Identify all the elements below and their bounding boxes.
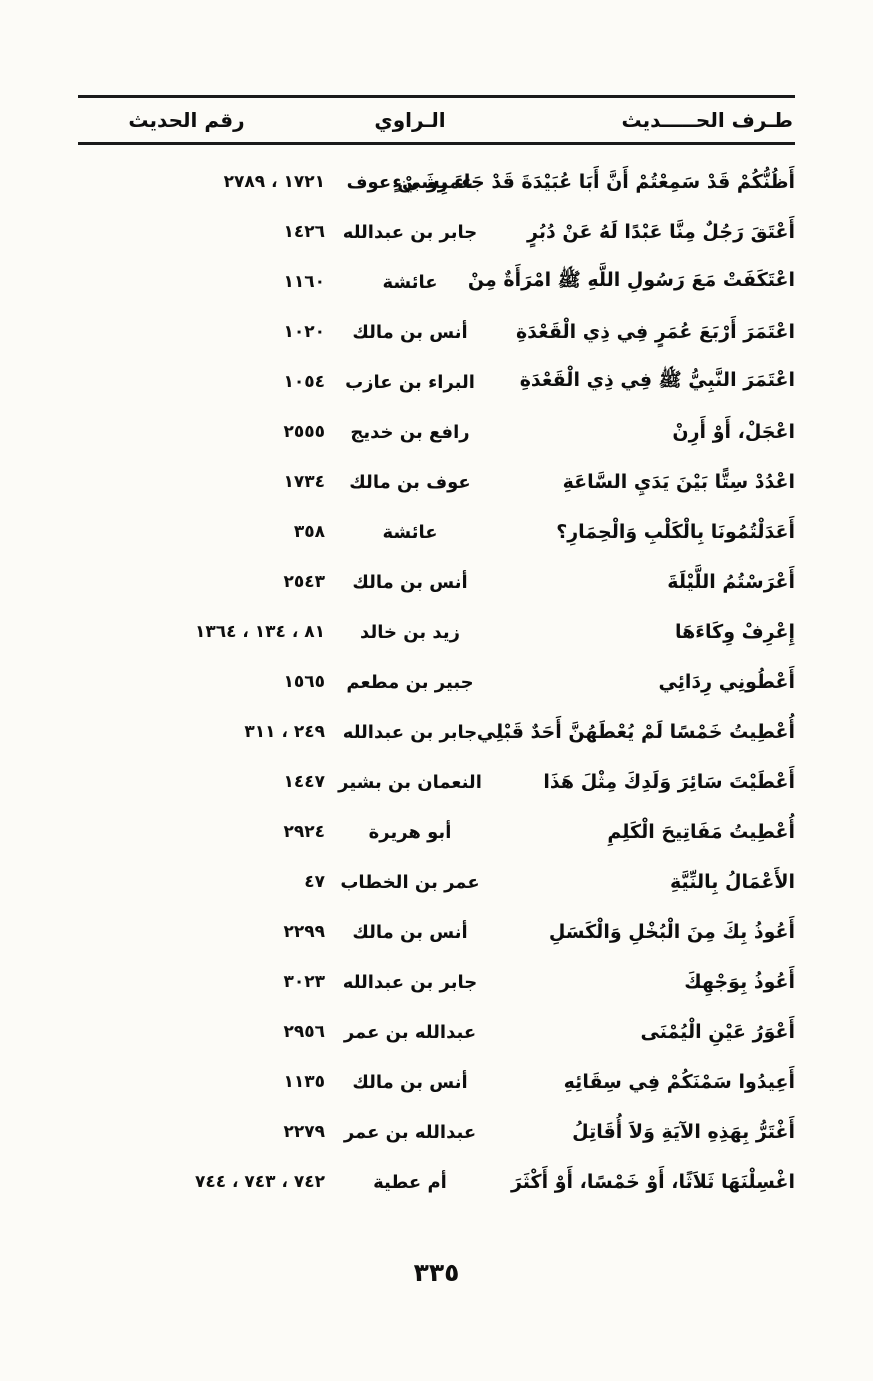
table-row: إِعْرِفْ وِكَاءَهَا زيد بن خالد ٨١ ، ١٣٤… [78, 607, 795, 657]
hadith-text: اعْتَمَرَ أَرْبَعَ عُمَرٍ فِي ذِي الْقَع… [515, 321, 795, 343]
hadith-text: اغْسِلْنَهَا ثَلاَثًا، أَوْ خَمْسًا، أَو… [510, 1171, 795, 1193]
hadith-text: أَعْتَقَ رَجُلٌ مِنَّا عَبْدًا لَهُ عَنْ… [527, 221, 795, 243]
hadith-text: الأَعْمَالُ بِالنِّيَّةِ [669, 871, 795, 893]
table-row: اعْتَمَرَ النَّبِيُّ ﷺ فِي ذِي الْقَعْدَ… [78, 357, 795, 407]
table-row: اعْتَمَرَ أَرْبَعَ عُمَرٍ فِي ذِي الْقَع… [78, 307, 795, 357]
narrator-name: جابر بن عبدالله [342, 221, 478, 243]
hadith-number: ١٠٢٠ [283, 322, 325, 342]
narrator-name: عائشة [382, 521, 438, 543]
hadith-text: أَعْطَيْتَ سَائِرَ وَلَدِكَ مِثْلَ هَذَا [543, 771, 795, 793]
table-row: أَعْرَسْتُمُ اللَّيْلَةَ أنس بن مالك ٢٥٤… [78, 557, 795, 607]
hadith-number: ١٥٦٥ [283, 672, 325, 692]
hadith-number: ٢٤٩ ، ٣١١ [244, 722, 325, 742]
table-row: أَعُوذُ بِكَ مِنَ الْبُخْلِ وَالْكَسَلِ … [78, 907, 795, 957]
hadith-index-table: طـرف الحـــــديث الـراوي رقم الحديث أَظُ… [78, 95, 795, 1207]
table-row: أَعْتَقَ رَجُلٌ مِنَّا عَبْدًا لَهُ عَنْ… [78, 207, 795, 257]
narrator-name: عبدالله بن عمر [343, 1021, 477, 1043]
hadith-text: اعْتَمَرَ النَّبِيُّ ﷺ فِي ذِي الْقَعْدَ… [519, 369, 795, 391]
table-row: أَعَدَلْتُمُونَا بِالْكَلْبِ وَالْحِمَار… [78, 507, 795, 557]
table-row: اعْجَلْ، أَوْ أَرِنْ رافع بن خديج ٢٥٥٥ [78, 407, 795, 457]
hadith-number: ٧٤٢ ، ٧٤٣ ، ٧٤٤ [194, 1172, 325, 1192]
hadith-number: ١٧٣٤ [283, 472, 325, 492]
hadith-number: ٢٩٢٤ [283, 822, 325, 842]
hadith-number: ٢٥٥٥ [283, 422, 325, 442]
narrator-name: أنس بن مالك [352, 1071, 468, 1093]
table-row: أَعْوَرُ عَيْنِ الْيُمْنَى عبدالله بن عم… [78, 1007, 795, 1057]
hadith-text: اعْجَلْ، أَوْ أَرِنْ [672, 421, 795, 443]
hadith-number: ١١٦٠ [283, 272, 325, 292]
hadith-number: ١٤٤٧ [283, 772, 325, 792]
hadith-number: ٣٠٢٣ [283, 972, 325, 992]
narrator-name: جابر بن عبدالله [342, 721, 478, 743]
hadith-number: ١١٣٥ [283, 1072, 325, 1092]
table-row: أَعِيدُوا سَمْنَكُمْ فِي سِقَائِهِ أنس ب… [78, 1057, 795, 1107]
narrator-name: أنس بن مالك [352, 921, 468, 943]
narrator-name: البراء بن عازب [345, 371, 475, 393]
narrator-name: النعمان بن بشير [338, 771, 482, 793]
narrator-name: أم عطية [373, 1171, 447, 1193]
narrator-name: عمرو بن عوف [346, 171, 474, 193]
hadith-number: ٣٥٨ [293, 522, 325, 542]
narrator-name: عبدالله بن عمر [343, 1121, 477, 1143]
narrator-name: رافع بن خديج [350, 421, 470, 443]
index-table-body: أَظُنُّكُمْ قَدْ سَمِعْتُمْ أَنَّ أَبَا … [78, 144, 795, 1208]
hadith-number: ٢٩٥٦ [283, 1022, 325, 1042]
hadith-number: ٢٢٧٩ [283, 1122, 325, 1142]
table-row: أَعُوذُ بِوَجْهِكَ جابر بن عبدالله ٣٠٢٣ [78, 957, 795, 1007]
hadith-number: ٢٢٩٩ [283, 922, 325, 942]
table-row: أُعْطِيتُ مَفَاتِيحَ الْكَلِمِ أبو هريرة… [78, 807, 795, 857]
table-row: أَعْطَيْتَ سَائِرَ وَلَدِكَ مِثْلَ هَذَا… [78, 757, 795, 807]
narrator-name: أبو هريرة [368, 821, 452, 843]
hadith-text: أَعَدَلْتُمُونَا بِالْكَلْبِ وَالْحِمَار… [556, 521, 795, 543]
narrator-name: عائشة [382, 271, 438, 293]
table-row: أَظُنُّكُمْ قَدْ سَمِعْتُمْ أَنَّ أَبَا … [78, 157, 795, 207]
column-header-hadith-number: رقم الحديث [78, 95, 325, 145]
hadith-text: أَعْرَسْتُمُ اللَّيْلَةَ [667, 571, 795, 593]
hadith-text: أَعْطُونِي رِدَائِي [658, 671, 795, 693]
narrator-name: جابر بن عبدالله [342, 971, 478, 993]
hadith-number: ٢٥٤٣ [283, 572, 325, 592]
hadith-text: أَعْوَرُ عَيْنِ الْيُمْنَى [640, 1021, 795, 1043]
narrator-name: عوف بن مالك [349, 471, 471, 493]
header-spacer [78, 144, 795, 158]
hadith-text: أَغْتَرُّ بِهَذِهِ الآيَةِ وَلاَ أُقَاتِ… [572, 1121, 795, 1143]
hadith-text: أُعْطِيتُ خَمْسًا لَمْ يُعْطَهُنَّ أَحَد… [476, 721, 795, 743]
hadith-number: ١٠٥٤ [283, 372, 325, 392]
hadith-text: أَعُوذُ بِوَجْهِكَ [684, 971, 795, 993]
hadith-text: اعْدُدْ سِتًّا بَيْنَ يَدَيِ السَّاعَةِ [562, 471, 795, 493]
hadith-text: أَظُنُّكُمْ قَدْ سَمِعْتُمْ أَنَّ أَبَا … [392, 171, 795, 193]
hadith-number: ١٧٢١ ، ٢٧٨٩ [223, 172, 325, 192]
table-row: أَعْطُونِي رِدَائِي جبير بن مطعم ١٥٦٥ [78, 657, 795, 707]
narrator-name: أنس بن مالك [352, 571, 468, 593]
narrator-name: عمر بن الخطاب [340, 871, 480, 893]
hadith-text: أَعُوذُ بِكَ مِنَ الْبُخْلِ وَالْكَسَلِ [548, 921, 795, 943]
hadith-text: أَعِيدُوا سَمْنَكُمْ فِي سِقَائِهِ [563, 1071, 795, 1093]
table-row: اعْدُدْ سِتًّا بَيْنَ يَدَيِ السَّاعَةِ … [78, 457, 795, 507]
table-row: اعْتَكَفَتْ مَعَ رَسُولِ اللَّهِ ﷺ امْرَ… [78, 257, 795, 307]
narrator-name: جبير بن مطعم [346, 671, 474, 693]
hadith-number: ١٤٢٦ [283, 222, 325, 242]
narrator-name: أنس بن مالك [352, 321, 468, 343]
table-row: أُعْطِيتُ خَمْسًا لَمْ يُعْطَهُنَّ أَحَد… [78, 707, 795, 757]
table-row: الأَعْمَالُ بِالنِّيَّةِ عمر بن الخطاب ٤… [78, 857, 795, 907]
hadith-text: أُعْطِيتُ مَفَاتِيحَ الْكَلِمِ [607, 821, 795, 843]
table-row: أَغْتَرُّ بِهَذِهِ الآيَةِ وَلاَ أُقَاتِ… [78, 1107, 795, 1157]
index-table-header: طـرف الحـــــديث الـراوي رقم الحديث [78, 95, 795, 145]
table-row: اغْسِلْنَهَا ثَلاَثًا، أَوْ خَمْسًا، أَو… [78, 1157, 795, 1207]
hadith-text: إِعْرِفْ وِكَاءَهَا [674, 621, 795, 643]
hadith-number: ٨١ ، ١٣٤ ، ١٣٦٤ [194, 622, 325, 642]
hadith-number: ٤٧ [304, 872, 325, 892]
hadith-text: اعْتَكَفَتْ مَعَ رَسُولِ اللَّهِ ﷺ امْرَ… [467, 269, 795, 291]
header-row: طـرف الحـــــديث الـراوي رقم الحديث [78, 95, 795, 145]
column-header-hadith-text: طـرف الحـــــديث [495, 95, 795, 145]
narrator-name: زيد بن خالد [360, 621, 460, 643]
column-header-narrator: الـراوي [325, 95, 495, 145]
page-number: ٣٣٥ [413, 1258, 460, 1287]
